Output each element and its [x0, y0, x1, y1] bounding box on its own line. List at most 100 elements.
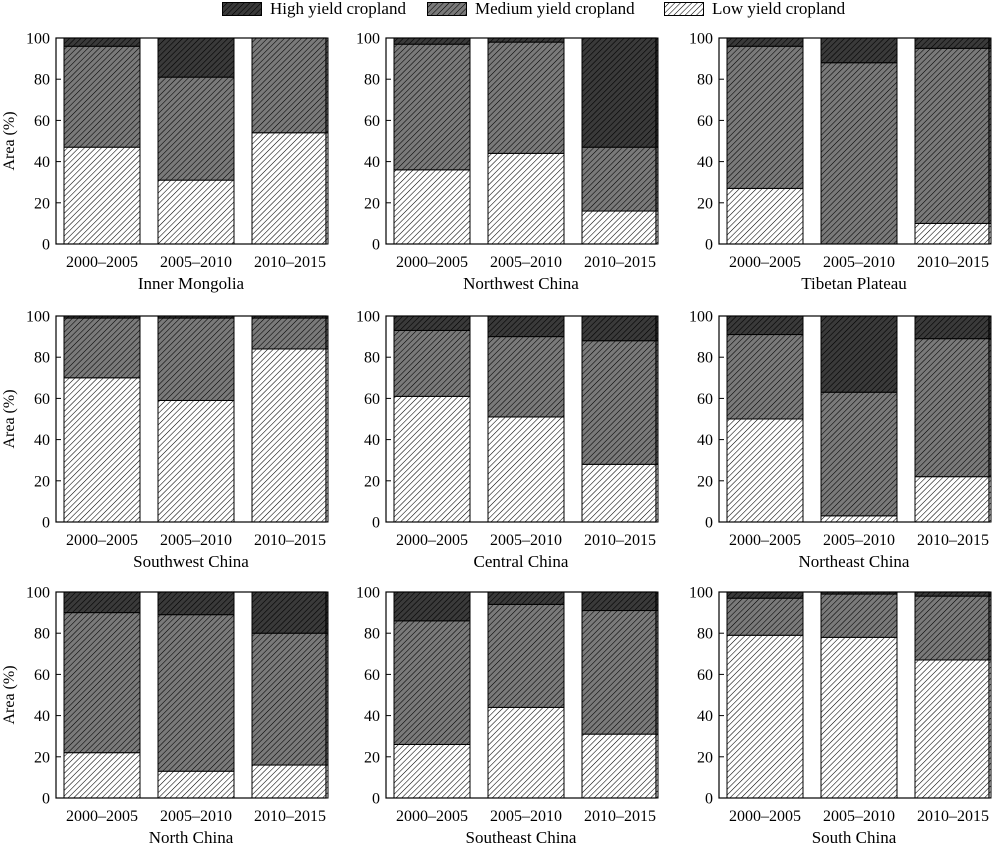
- y-tick-label: 0: [42, 237, 50, 254]
- bar-segment-low-yield-cropland: [487, 152, 565, 245]
- bar-segment-medium-yield-cropland: [914, 595, 992, 661]
- y-tick-label: 20: [364, 195, 380, 212]
- plot-frame: [55, 315, 327, 523]
- bar-segment-medium-yield-cropland: [581, 340, 659, 465]
- bar-segment-low-yield-cropland: [251, 764, 329, 799]
- bar-segment-high-yield-cropland: [63, 591, 141, 614]
- y-tick-label: 60: [697, 391, 713, 408]
- y-tick-label: 40: [34, 708, 50, 725]
- x-tick-label: 2000–2005: [66, 808, 138, 825]
- legend-item-medium: Medium yield cropland: [427, 0, 635, 18]
- bar-segment-medium-yield-cropland: [914, 47, 992, 224]
- bar-segment-medium-yield-cropland: [726, 45, 804, 189]
- bar-segment-low-yield-cropland: [157, 179, 235, 245]
- y-tick-label: 60: [34, 113, 50, 130]
- bar-segment-medium-yield-cropland: [157, 614, 235, 772]
- x-tick-label: 2005–2010: [160, 254, 232, 271]
- x-tick-label: 2000–2005: [729, 808, 801, 825]
- bar-segment-low-yield-cropland: [581, 210, 659, 245]
- bar-segment-medium-yield-cropland: [820, 62, 898, 245]
- x-tick-label: 2005–2010: [160, 808, 232, 825]
- bar-segment-high-yield-cropland: [581, 591, 659, 612]
- x-tick-label: 2010–2015: [584, 808, 656, 825]
- bar-segment-medium-yield-cropland: [914, 338, 992, 478]
- x-tick-label: 2010–2015: [917, 532, 989, 549]
- bar-segment-low-yield-cropland: [914, 222, 992, 245]
- x-tick-label: 2005–2010: [823, 532, 895, 549]
- y-tick-label: 0: [705, 791, 713, 808]
- bar-segment-low-yield-cropland: [914, 476, 992, 523]
- bar-segment-low-yield-cropland: [157, 770, 235, 799]
- x-tick-label: 2000–2005: [729, 254, 801, 271]
- y-tick-label: 80: [364, 72, 380, 89]
- y-tick-label: 60: [364, 113, 380, 130]
- panel-northeast-china: 2000–2005 2005–2010 2010–2015 0 20 40 60 80 100 N…: [689, 309, 992, 571]
- y-tick-label: 100: [356, 31, 380, 48]
- y-tick-label: 20: [697, 195, 713, 212]
- x-tick-label: 2005–2010: [823, 808, 895, 825]
- y-tick-label: 80: [364, 350, 380, 367]
- bar-segment-low-yield-cropland: [63, 752, 141, 799]
- y-tick-label: 60: [697, 113, 713, 130]
- y-tick-label: 40: [34, 432, 50, 449]
- x-tick-label: 2010–2015: [254, 532, 326, 549]
- x-tick-label: 2005–2010: [823, 254, 895, 271]
- y-axis-label: Area (%): [1, 111, 18, 170]
- x-tick-label: 2010–2015: [917, 808, 989, 825]
- legend: High yield cropland Medium yield croplan…: [0, 0, 1000, 20]
- bar-segment-high-yield-cropland: [726, 591, 804, 599]
- bar-segment-low-yield-cropland: [726, 418, 804, 523]
- legend-item-high: High yield cropland: [222, 0, 406, 18]
- bar-segment-low-yield-cropland: [63, 377, 141, 523]
- plot-frame: [55, 591, 327, 799]
- bar-segment-medium-yield-cropland: [251, 317, 329, 350]
- plot-frame: [718, 37, 990, 245]
- panel-inner-mongolia: 2000–2005 2005–2010 2010–2015 0 20 40 60 80 100 I…: [1, 31, 329, 293]
- bar-segment-high-yield-cropland: [251, 591, 329, 634]
- y-tick-label: 40: [697, 432, 713, 449]
- y-tick-label: 40: [34, 154, 50, 171]
- y-tick-label: 40: [697, 154, 713, 171]
- region-label: South China: [812, 828, 897, 847]
- y-tick-label: 60: [34, 667, 50, 684]
- x-tick-label: 2005–2010: [490, 532, 562, 549]
- region-label: Southwest China: [133, 552, 249, 571]
- y-tick-label: 40: [697, 708, 713, 725]
- y-tick-label: 20: [34, 195, 50, 212]
- legend-swatch-high: [222, 2, 262, 16]
- bar-segment-medium-yield-cropland: [726, 334, 804, 420]
- y-tick-label: 0: [42, 791, 50, 808]
- x-tick-label: 2000–2005: [66, 254, 138, 271]
- bar-segment-low-yield-cropland: [63, 146, 141, 245]
- y-tick-label: 40: [364, 154, 380, 171]
- y-tick-label: 0: [705, 515, 713, 532]
- bar-segment-low-yield-cropland: [251, 132, 329, 245]
- y-tick-label: 100: [689, 585, 713, 602]
- x-tick-label: 2010–2015: [254, 808, 326, 825]
- plot-frame: [718, 315, 990, 523]
- y-tick-label: 100: [26, 309, 50, 326]
- panel-central-china: 2000–2005 2005–2010 2010–2015 0 20 40 60 80 100 C…: [356, 309, 659, 571]
- y-tick-label: 100: [356, 309, 380, 326]
- x-tick-label: 2005–2010: [490, 254, 562, 271]
- bar-segment-low-yield-cropland: [393, 169, 471, 245]
- region-label: Central China: [474, 552, 569, 571]
- y-tick-label: 0: [372, 791, 380, 808]
- bar-segment-high-yield-cropland: [487, 37, 565, 43]
- bar-segment-high-yield-cropland: [914, 591, 992, 597]
- x-tick-label: 2010–2015: [917, 254, 989, 271]
- bar-segment-medium-yield-cropland: [581, 610, 659, 735]
- bar-segment-medium-yield-cropland: [487, 41, 565, 154]
- bar-segment-medium-yield-cropland: [820, 391, 898, 517]
- legend-label-low: Low yield cropland: [712, 0, 846, 18]
- y-tick-label: 80: [697, 350, 713, 367]
- y-tick-label: 80: [364, 626, 380, 643]
- bar-segment-medium-yield-cropland: [63, 45, 141, 148]
- bar-segment-high-yield-cropland: [820, 37, 898, 64]
- y-tick-label: 80: [34, 626, 50, 643]
- bar-segment-high-yield-cropland: [63, 37, 141, 47]
- bar-segment-low-yield-cropland: [251, 348, 329, 523]
- bar-segment-medium-yield-cropland: [251, 632, 329, 766]
